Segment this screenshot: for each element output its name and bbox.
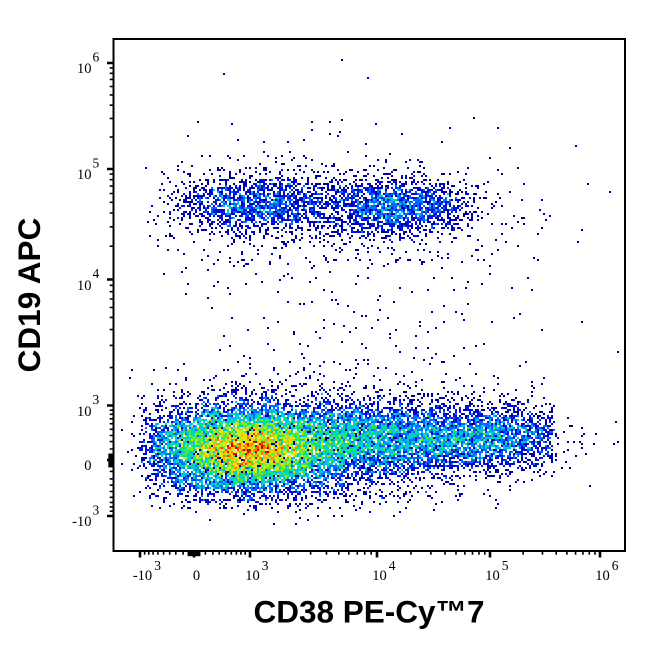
svg-text:4: 4: [389, 558, 396, 573]
svg-text:CD38 PE-Cy™7: CD38 PE-Cy™7: [253, 594, 484, 630]
svg-text:0: 0: [193, 568, 200, 584]
svg-text:10: 10: [77, 404, 92, 420]
svg-text:CD19 APC: CD19 APC: [11, 218, 47, 373]
svg-text:10: 10: [245, 568, 260, 584]
svg-text:6: 6: [93, 50, 100, 65]
svg-text:5: 5: [93, 156, 100, 171]
svg-text:4: 4: [93, 266, 100, 281]
svg-text:3: 3: [262, 558, 269, 573]
svg-text:-10: -10: [72, 514, 91, 530]
svg-text:10: 10: [372, 568, 387, 584]
svg-text:3: 3: [154, 558, 161, 573]
svg-text:10: 10: [77, 61, 92, 77]
svg-text:6: 6: [612, 558, 619, 573]
svg-text:10: 10: [595, 568, 610, 584]
svg-text:10: 10: [485, 568, 500, 584]
svg-text:0: 0: [84, 458, 91, 474]
svg-text:10: 10: [77, 278, 92, 294]
svg-text:3: 3: [93, 392, 100, 407]
svg-text:10: 10: [77, 167, 92, 183]
svg-text:-10: -10: [133, 568, 152, 584]
svg-text:5: 5: [502, 558, 509, 573]
svg-text:3: 3: [93, 503, 100, 518]
